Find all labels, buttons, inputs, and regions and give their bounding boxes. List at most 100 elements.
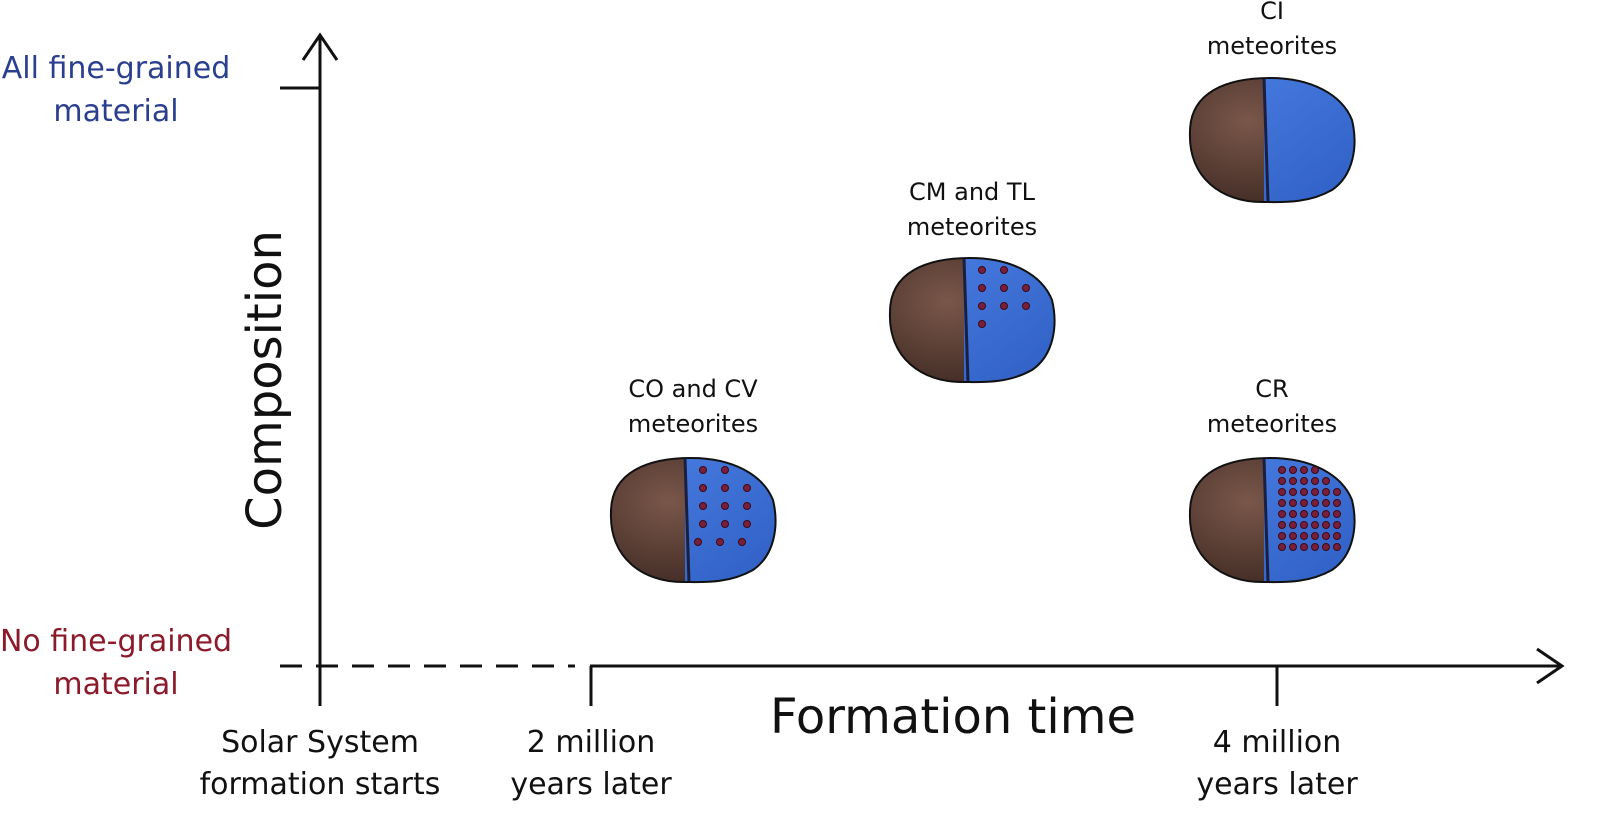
inclusion [1289,543,1297,551]
x-tick-label: formation starts [200,767,441,802]
inclusion [699,520,707,528]
meteorite-label: CR [1255,375,1288,403]
inclusion [1289,499,1297,507]
inclusion [1300,477,1308,485]
inclusion [1278,521,1286,529]
inclusion [978,284,986,292]
y-top-label: material [53,94,178,129]
inclusion [1322,543,1330,551]
inclusion [699,502,707,510]
inclusion [1278,499,1286,507]
inclusion [1322,510,1330,518]
inclusion [1278,510,1286,518]
inclusion [978,320,986,328]
inclusion [716,538,724,546]
inclusion [1022,302,1030,310]
rock-outline [1188,456,1356,584]
meteorite [1188,76,1356,204]
inclusion [1333,532,1341,540]
inclusion [1000,266,1008,274]
inclusion [1000,302,1008,310]
inclusion [1278,488,1286,496]
meteorite-label: meteorites [907,213,1037,241]
x-axis-label: Formation time [770,689,1136,745]
inclusion [978,302,986,310]
inclusion [721,466,729,474]
inclusion [978,266,986,274]
y-bottom-label: No fine-grained [0,624,232,659]
meteorite [609,456,777,584]
meteorite-label: meteorites [628,410,758,438]
inclusion [1311,477,1319,485]
meteorite [1188,456,1356,584]
rock-interior [685,458,776,583]
inclusion [721,502,729,510]
rock-interior [964,258,1055,383]
inclusion [1322,521,1330,529]
inclusion [1278,532,1286,540]
inclusion [1333,499,1341,507]
inclusion [1289,488,1297,496]
meteorite-label: CM and TL [909,178,1036,206]
inclusion [1000,284,1008,292]
inclusion [1289,466,1297,474]
meteorite-label: CO and CV [628,375,758,403]
meteorite [888,256,1056,384]
inclusion [743,484,751,492]
inclusion [1300,466,1308,474]
rock-interior [1264,78,1355,203]
inclusion [1311,510,1319,518]
inclusion [1278,466,1286,474]
meteorite-label: CI [1260,0,1284,25]
inclusion [1289,521,1297,529]
cut-edge [1262,457,1270,583]
inclusion [1278,477,1286,485]
inclusion [1333,521,1341,529]
cut-edge [962,257,970,383]
y-top-label: All fine-grained [2,51,231,86]
rock-outline [888,256,1056,384]
inclusion [1311,499,1319,507]
inclusion [1300,499,1308,507]
rock-interior [1264,458,1355,583]
x-tick-label: years later [510,767,672,802]
inclusion [1022,284,1030,292]
inclusion [738,538,746,546]
rock-outline [1188,76,1356,204]
meteorite-label: meteorites [1207,410,1337,438]
inclusion [1300,532,1308,540]
cut-edge [683,457,691,583]
inclusion [1311,543,1319,551]
inclusion [699,466,707,474]
inclusion [1289,532,1297,540]
inclusion [1322,488,1330,496]
inclusion [1322,499,1330,507]
x-axis [590,647,1565,685]
rock-outline [609,456,777,584]
inclusion [694,538,702,546]
inclusion [1289,510,1297,518]
inclusion [1311,532,1319,540]
x-tick-label: years later [1196,767,1358,802]
inclusion [1311,466,1319,474]
inclusion [1311,521,1319,529]
y-axis [301,32,339,666]
inclusion [1300,521,1308,529]
inclusion [721,520,729,528]
inclusion [1300,510,1308,518]
inclusion [1300,488,1308,496]
inclusion [1322,477,1330,485]
inclusion [1289,477,1297,485]
inclusion [743,520,751,528]
inclusion [1311,488,1319,496]
inclusion [1333,488,1341,496]
cut-edge [1262,77,1270,203]
inclusion [1300,543,1308,551]
inclusion [743,502,751,510]
x-tick-label: Solar System [221,725,419,760]
y-bottom-label: material [53,667,178,702]
meteorite-label: meteorites [1207,32,1337,60]
inclusion [721,484,729,492]
inclusion [1322,532,1330,540]
